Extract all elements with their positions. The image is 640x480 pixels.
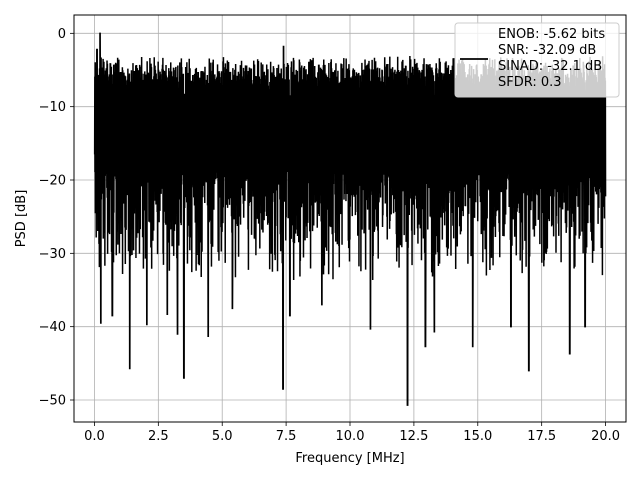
- x-tick-label: 2.5: [148, 429, 169, 444]
- y-axis-label: PSD [dB]: [14, 190, 29, 248]
- x-tick-label: 20.0: [591, 429, 620, 444]
- x-tick-label: 5.0: [212, 429, 233, 444]
- x-tick-label: 7.5: [276, 429, 297, 444]
- legend: ENOB: -5.62 bits SNR: -32.09 dB SINAD: -…: [454, 22, 620, 98]
- x-axis-label: Frequency [MHz]: [295, 451, 404, 466]
- y-tick-label: −20: [39, 174, 66, 189]
- x-tick-label: 12.5: [399, 429, 428, 444]
- axis-ticks: 0.0 2.5 5.0 7.5 10.0 12.5 15.0 17.5 20.0 0 −10 −20 −…: [39, 27, 620, 444]
- legend-entry-snr: SNR: -32.09 dB: [498, 43, 596, 58]
- y-tick-label: −50: [39, 394, 66, 409]
- legend-entry-sfdr: SFDR: 0.3: [498, 75, 562, 90]
- axes-frame: [73, 14, 627, 423]
- y-tick-label: 0: [58, 27, 66, 42]
- x-tick-label: 15.0: [463, 429, 492, 444]
- x-tick-label: 10.0: [336, 429, 365, 444]
- y-tick-label: −10: [39, 100, 66, 115]
- legend-entry-sinad: SINAD: -32.1 dB: [498, 59, 602, 74]
- x-tick-label: 17.5: [527, 429, 556, 444]
- plot-area: [93, 32, 607, 406]
- y-tick-label: −40: [39, 320, 66, 335]
- y-tick-label: −30: [39, 247, 66, 262]
- legend-box: [454, 22, 620, 98]
- x-tick-label: 0.0: [84, 429, 105, 444]
- psd-series-line: [93, 32, 607, 406]
- legend-entry-enob: ENOB: -5.62 bits: [498, 27, 605, 42]
